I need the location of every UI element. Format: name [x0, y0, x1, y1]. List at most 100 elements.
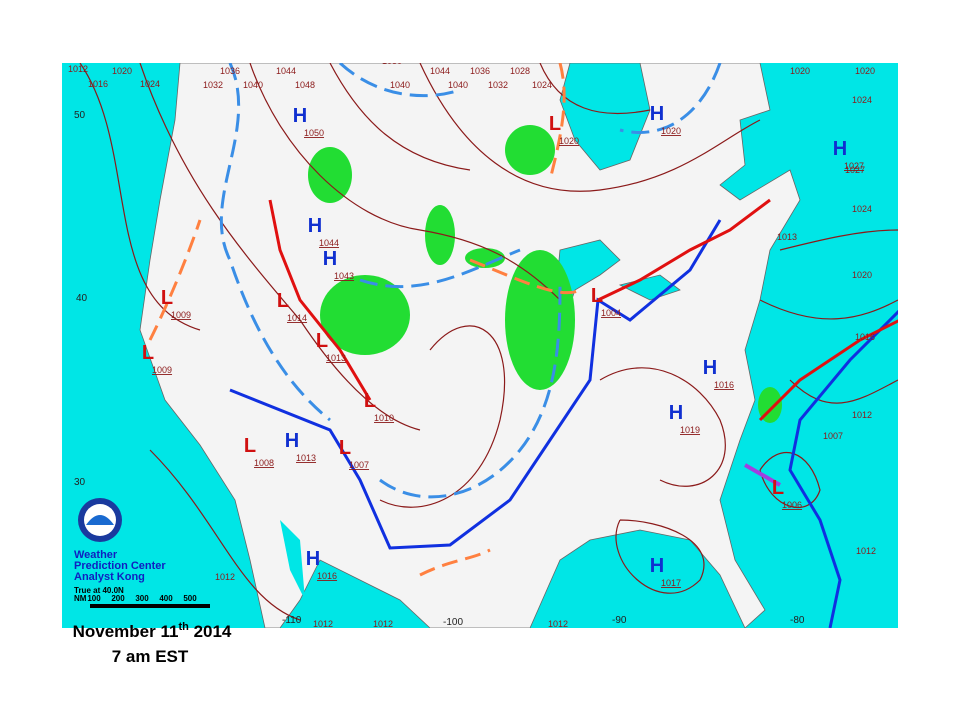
isobar-label: 1012: [68, 64, 88, 74]
isobar-label: 1012: [215, 572, 235, 582]
credit: Analyst Kong: [74, 571, 145, 583]
low-center: L: [339, 437, 351, 459]
isobar-label: 1024: [532, 80, 552, 90]
isobar-label: 1020: [790, 66, 810, 76]
low-center: L: [316, 330, 328, 352]
precip: [505, 250, 575, 390]
isobar-label: 1024: [140, 79, 160, 89]
high-center: H: [703, 357, 717, 379]
high-pressure: 1050: [304, 128, 324, 138]
high-center: H: [833, 138, 847, 160]
scale-tick: 500: [183, 594, 197, 603]
precip: [308, 147, 352, 203]
warm-front: [597, 198, 771, 302]
low-pressure: 1009: [171, 310, 191, 320]
grid-label: 30: [74, 477, 86, 488]
isobar-label: 1024: [852, 204, 872, 214]
grid-label: -110: [282, 615, 302, 626]
low-pressure: 1006: [782, 500, 802, 510]
high-center: H: [650, 555, 664, 577]
isobar-label: 1050: [382, 56, 402, 66]
isobar-label: 1020: [855, 66, 875, 76]
high-center: H: [293, 105, 307, 127]
high-pressure: 1013: [296, 453, 316, 463]
occluded-front: [744, 463, 781, 487]
scale-title: True at 40.0N: [74, 586, 124, 595]
isobar-label: 1036: [220, 66, 240, 76]
isobar-label: 1048: [295, 80, 315, 90]
scale-tick: 100: [87, 594, 101, 603]
low-pressure: 1014: [287, 313, 307, 323]
isobar-label: 1012: [548, 619, 568, 629]
high-center: H: [650, 103, 664, 125]
isobar-label: 1040: [390, 80, 410, 90]
low-center: L: [364, 390, 376, 412]
high-center: H: [308, 215, 322, 237]
isobar-label: 1028: [510, 66, 530, 76]
isobar-label: 1013: [777, 232, 797, 242]
date: November 11: [73, 622, 179, 641]
scale-tick: 300: [135, 594, 149, 603]
low-center: L: [772, 477, 784, 499]
cold-front: [788, 309, 898, 628]
land: [139, 63, 801, 628]
scale-tick: 400: [159, 594, 173, 603]
warm-front: [268, 199, 372, 401]
low-pressure: 1007: [349, 460, 369, 470]
isobar-label: 1040: [448, 80, 468, 90]
isobar-label: 1016: [88, 79, 108, 89]
high-pressure: 1016: [714, 380, 734, 390]
high-center: H: [306, 548, 320, 570]
grid-label: -100: [443, 617, 463, 628]
isobar-label: 1044: [276, 66, 296, 76]
orange-troughs: [148, 63, 581, 577]
precip: [505, 125, 555, 175]
low-center: L: [277, 290, 289, 312]
high-pressure: 1016: [317, 571, 337, 581]
high-pressure: 1017: [661, 578, 681, 588]
scale-bar: [90, 604, 210, 608]
scale-units: NM: [74, 594, 87, 603]
low-center: L: [244, 435, 256, 457]
high-pressure: 1044: [319, 238, 339, 248]
low-center: L: [142, 342, 154, 364]
high-center: H: [669, 402, 683, 424]
isobar-label: 1020: [852, 270, 872, 280]
low-pressure: 1009: [152, 365, 172, 375]
grid-label: -90: [612, 615, 627, 626]
isobar-label: 1032: [488, 80, 508, 90]
isobar-label: 1012: [373, 619, 393, 629]
credit: Prediction Center: [74, 560, 166, 572]
gulf-of-california: [280, 520, 305, 600]
isobar-label: 1012: [856, 546, 876, 556]
caption-time: 7 am EST: [112, 647, 189, 666]
precip: [425, 205, 455, 265]
scale-tick: 200: [111, 594, 125, 603]
hudson-bay: [559, 63, 651, 171]
isobar-label: 1040: [243, 80, 263, 90]
noaa-logo: [78, 498, 122, 542]
grid-label: -80: [790, 615, 805, 626]
isobar-label: 1012: [313, 619, 333, 629]
isobar-label: 1036: [470, 66, 490, 76]
caption-date: November 11th 2014: [73, 621, 232, 641]
grid-label: 40: [76, 293, 88, 304]
low-center: L: [161, 287, 173, 309]
isobar-label: 1024: [852, 95, 872, 105]
credit: Weather: [74, 549, 118, 561]
low-center: L: [591, 285, 603, 307]
isobar-label: 1007: [823, 431, 843, 441]
cold-front: [229, 219, 722, 550]
isobar-label: 1032: [203, 80, 223, 90]
high-center: H: [285, 430, 299, 452]
low-pressure: 1008: [254, 458, 274, 468]
isobar-label: 1044: [430, 66, 450, 76]
low-pressure: 1013: [326, 353, 346, 363]
high-pressure: 1019: [680, 425, 700, 435]
high-pressure: 1027: [844, 161, 864, 171]
isobar-label: 1020: [112, 66, 132, 76]
high-pressure: 1043: [334, 271, 354, 281]
grid-label: 50: [74, 110, 86, 121]
